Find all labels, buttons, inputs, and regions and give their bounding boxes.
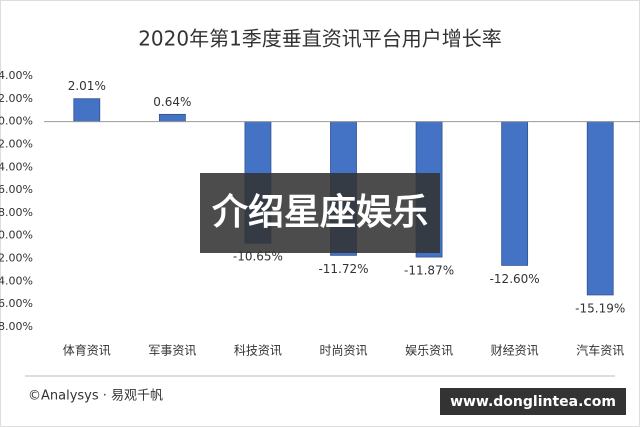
y-tick-label: -8.00% [0, 206, 33, 219]
data-label: -11.72% [318, 262, 368, 276]
data-label: 2.01% [68, 79, 106, 93]
y-tick-label: -18.00% [0, 320, 33, 333]
bar [73, 98, 101, 123]
y-tick-label: 0.00% [0, 115, 33, 128]
y-tick-label: -2.00% [0, 137, 33, 150]
y-tick-label: -16.00% [0, 297, 33, 310]
bar [158, 113, 186, 123]
data-label: -12.60% [490, 272, 540, 286]
x-tick-label: 汽车资讯 [576, 343, 624, 358]
x-tick-label: 体育资讯 [63, 343, 111, 358]
y-tick-label: -12.00% [0, 252, 33, 265]
y-tick-label: -14.00% [0, 274, 33, 287]
footer: ©Analysys · 易观千帆 [28, 389, 163, 404]
chart-title: 2020年第1季度垂直资讯平台用户增长率 [138, 27, 502, 51]
y-tick-label: 2.00% [0, 92, 33, 105]
y-tick-label: -10.00% [0, 229, 33, 242]
y-tick-label: -4.00% [0, 160, 33, 173]
bar [586, 121, 614, 296]
x-tick-label: 财经资讯 [491, 344, 539, 358]
data-label: -15.19% [575, 301, 625, 315]
x-tick-label: 军事资讯 [148, 344, 196, 358]
x-tick-label: 娱乐资讯 [405, 344, 453, 358]
y-tick-label: -6.00% [0, 183, 33, 196]
caption-box [200, 173, 440, 253]
data-label: -11.87% [404, 264, 454, 278]
data-label: 0.64% [153, 95, 191, 109]
banner-box [440, 388, 626, 415]
y-tick-label: 4.00% [0, 69, 33, 82]
banner: www.donglintea.com [450, 394, 616, 410]
x-tick-label: 科技资讯 [234, 344, 282, 358]
caption: 介绍星座娱乐 [212, 192, 428, 233]
data-label: -10.65% [233, 250, 283, 264]
bar [501, 121, 529, 266]
x-tick-label: 时尚资讯 [319, 344, 367, 358]
